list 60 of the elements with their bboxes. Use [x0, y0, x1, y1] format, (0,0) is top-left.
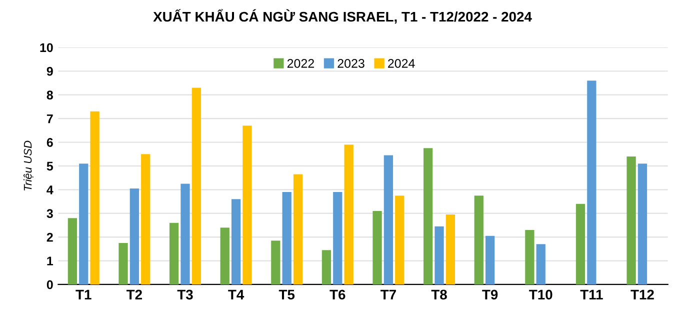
- bar: [118, 243, 128, 284]
- bar: [220, 228, 230, 284]
- legend-label: 2023: [338, 58, 364, 68]
- y-tick-label: 10: [40, 43, 53, 52]
- x-tick-label: T8: [431, 290, 447, 300]
- bar: [322, 250, 332, 284]
- bar: [372, 210, 382, 284]
- y-tick-label: 1: [47, 256, 54, 266]
- x-tick-label: T4: [228, 290, 244, 300]
- y-axis-title: Triệu USD: [24, 140, 34, 190]
- x-tick-label: T2: [126, 290, 142, 300]
- x-tick-label: T3: [177, 290, 193, 300]
- y-tick-label: 9: [46, 66, 53, 76]
- x-tick-label: T1: [76, 290, 92, 300]
- bar: [231, 199, 241, 284]
- bar: [192, 88, 201, 284]
- y-tick-label: 8: [46, 90, 53, 100]
- bar: [525, 230, 534, 284]
- bar: [446, 214, 456, 284]
- bar: [536, 244, 546, 284]
- x-tick-label: T6: [330, 290, 346, 300]
- bar: [384, 155, 394, 284]
- y-tick-label: 2: [46, 232, 53, 242]
- bar: [434, 226, 444, 284]
- x-tick-label: T9: [482, 290, 498, 300]
- bar: [130, 188, 140, 284]
- bar: [424, 148, 433, 284]
- x-tick-label: T7: [380, 290, 396, 300]
- bar: [638, 164, 648, 284]
- bar: [169, 222, 179, 284]
- x-tick-label: T5: [278, 290, 295, 300]
- legend-label: 2022: [287, 58, 314, 68]
- bar: [90, 111, 100, 284]
- bar: [68, 218, 78, 284]
- bar: [79, 164, 88, 284]
- bar: [180, 184, 190, 284]
- y-tick-label: 7: [46, 114, 53, 124]
- y-tick-label: 4: [46, 186, 54, 194]
- bar: [141, 154, 150, 284]
- bar: [576, 204, 586, 284]
- y-tick-label: 3: [46, 209, 53, 218]
- bar: [474, 196, 484, 284]
- bar: [587, 80, 596, 284]
- bar: [333, 192, 342, 284]
- bar: [626, 156, 636, 284]
- chart-title: XUẤT KHẨU CÁ NGỪ SANG ISRAEL, T1 - T12/2022 - 2024: [153, 9, 532, 24]
- bar: [395, 196, 404, 284]
- bar: [242, 126, 252, 284]
- x-tick-label: T10: [529, 290, 552, 300]
- legend-label: 2024: [388, 58, 415, 68]
- x-tick-label: T12: [630, 290, 654, 300]
- x-tick-label: T11: [580, 290, 603, 300]
- y-tick-label: 6: [46, 138, 53, 147]
- bar: [485, 236, 495, 284]
- bar: [344, 144, 354, 284]
- y-tick-label: 5: [46, 162, 54, 171]
- bar: [271, 240, 280, 284]
- bar: [293, 174, 303, 284]
- y-tick-label: 0: [46, 280, 53, 290]
- bar: [282, 192, 292, 284]
